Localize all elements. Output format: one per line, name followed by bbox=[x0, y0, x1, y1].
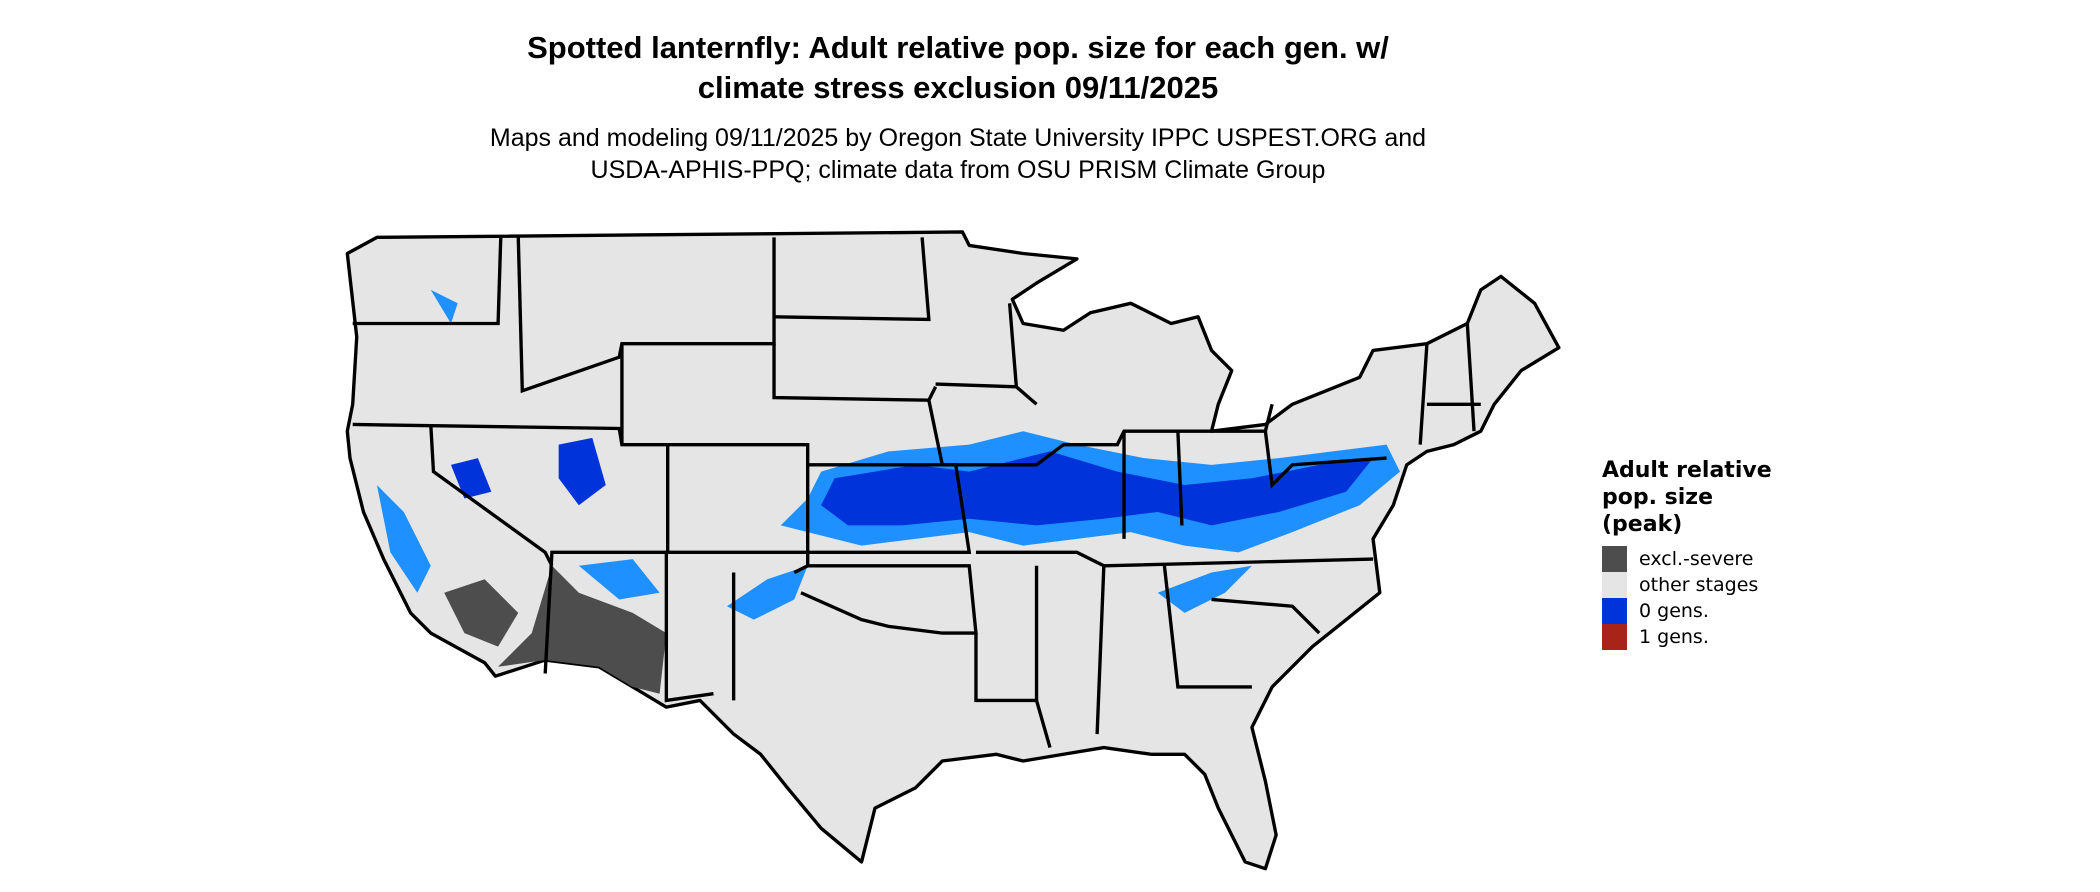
legend-item-0-gens: 0 gens. bbox=[1602, 598, 1772, 624]
legend-item-1-gens: 1 gens. bbox=[1602, 624, 1772, 650]
legend-title-line-3: (peak) bbox=[1602, 512, 1683, 537]
legend-swatch bbox=[1602, 546, 1627, 572]
map-subtitle: Maps and modeling 09/11/2025 by Oregon S… bbox=[0, 122, 1916, 186]
legend-swatch bbox=[1602, 624, 1627, 650]
legend-label: other stages bbox=[1639, 574, 1759, 596]
legend-label: excl.-severe bbox=[1639, 548, 1754, 570]
legend-swatch bbox=[1602, 598, 1627, 624]
subtitle-line-1: Maps and modeling 09/11/2025 by Oregon S… bbox=[489, 124, 1427, 152]
state-borders bbox=[352, 237, 1481, 749]
map-title: Spotted lanternfly: Adult relative pop. … bbox=[0, 28, 1916, 108]
legend-label: 1 gens. bbox=[1639, 626, 1709, 648]
excluded-areas bbox=[444, 565, 667, 694]
legend-swatch bbox=[1602, 572, 1627, 598]
title-line-1: Spotted lanternfly: Adult relative pop. … bbox=[527, 30, 1389, 65]
legend-title-line-1: Adult relative bbox=[1602, 458, 1772, 483]
legend-item-excl-severe: excl.-severe bbox=[1602, 546, 1772, 572]
conus-land bbox=[345, 230, 1561, 871]
title-line-2: climate stress exclusion 09/11/2025 bbox=[697, 70, 1219, 105]
subtitle-line-2: USDA-APHIS-PPQ; climate data from OSU PR… bbox=[590, 156, 1326, 184]
zero-gens-areas bbox=[376, 289, 1400, 620]
legend: Adult relative pop. size (peak) excl.-se… bbox=[1602, 457, 1772, 650]
legend-label: 0 gens. bbox=[1639, 600, 1709, 622]
legend-title: Adult relative pop. size (peak) bbox=[1602, 457, 1772, 538]
legend-item-other-stages: other stages bbox=[1602, 572, 1772, 598]
legend-title-line-2: pop. size bbox=[1602, 485, 1713, 510]
